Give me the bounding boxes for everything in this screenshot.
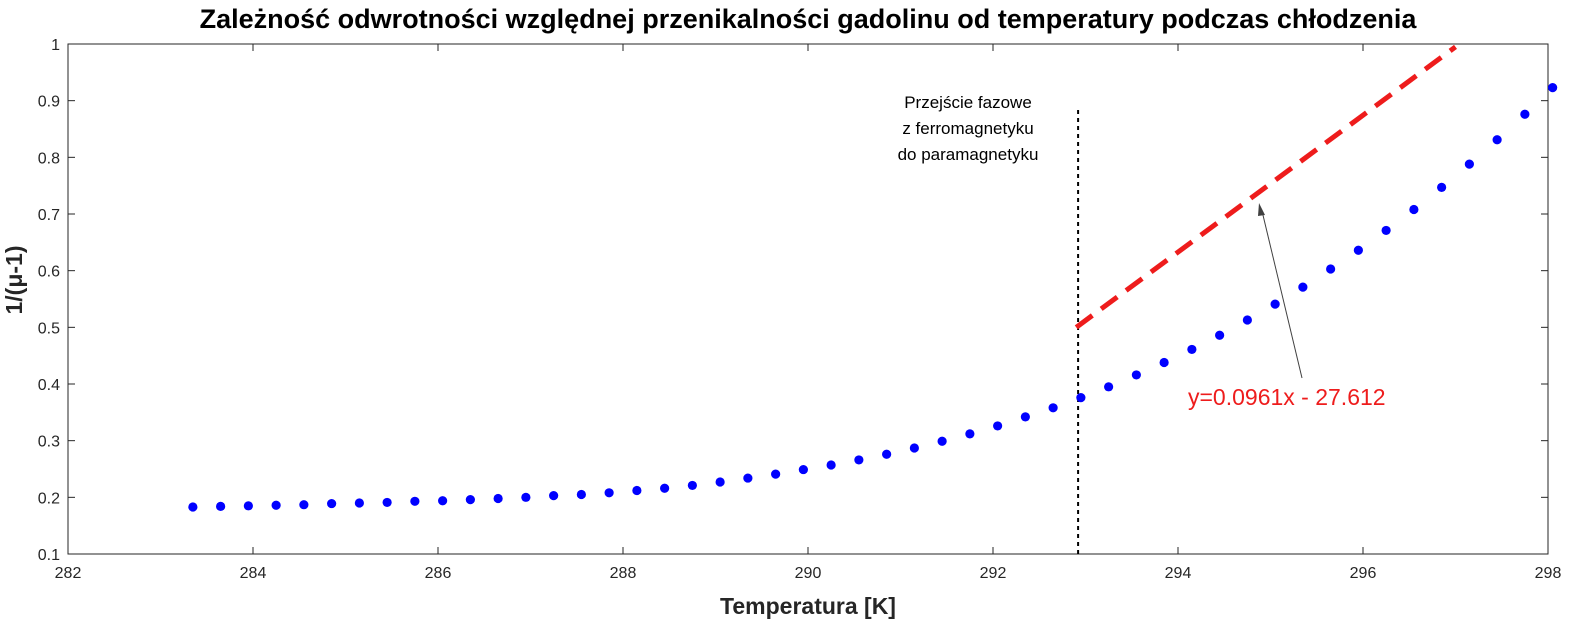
data-point	[465, 495, 475, 505]
x-tick-label: 296	[1350, 565, 1377, 582]
x-tick-label: 292	[980, 565, 1007, 582]
x-tick-label: 294	[1165, 565, 1192, 582]
data-point	[1520, 109, 1530, 119]
y-tick-label: 0.7	[38, 207, 60, 224]
data-point	[687, 480, 697, 491]
y-tick-label: 0.5	[38, 320, 60, 337]
fit-line	[1074, 44, 1457, 330]
annotation-line-2: z ferromagnetyku	[902, 119, 1033, 138]
fit-arrow	[1261, 210, 1303, 379]
plot-area	[67, 43, 1549, 555]
data-point	[1381, 225, 1391, 236]
data-point	[604, 488, 614, 498]
y-tick-label: 0.9	[38, 94, 60, 111]
y-tick-label: 0.6	[38, 264, 60, 281]
x-tick-label: 286	[425, 565, 452, 582]
x-axis-label: Temperatura [K]	[720, 593, 896, 619]
data-point	[1104, 382, 1114, 392]
data-point	[632, 485, 642, 496]
data-point	[1353, 245, 1363, 255]
data-point	[965, 429, 975, 439]
data-point	[243, 501, 253, 511]
y-tick-label: 0.2	[38, 490, 60, 507]
data-point	[854, 455, 864, 465]
y-axis: 0.1 0.2 0.3 0.4 0.5 0.6 0.7 0.8 0.9 1	[38, 37, 1548, 564]
data-point	[1464, 159, 1474, 169]
fit-arrow-head	[1258, 203, 1265, 216]
data-point	[1020, 412, 1030, 422]
data-point	[1131, 370, 1141, 380]
y-tick-label: 0.4	[38, 377, 60, 394]
data-point	[271, 500, 281, 510]
annotation-line-1: Przejście fazowe	[904, 93, 1032, 112]
x-tick-label: 290	[795, 565, 822, 582]
data-point	[1215, 330, 1225, 340]
data-point	[993, 421, 1003, 431]
data-point	[1187, 344, 1197, 355]
data-series	[188, 83, 1558, 512]
annotation-line-3: do paramagnetyku	[898, 145, 1039, 164]
y-axis-label: 1/(μ-1)	[1, 245, 27, 314]
y-tick-label: 1	[51, 37, 60, 54]
data-point	[1270, 299, 1280, 309]
data-point	[1048, 403, 1058, 413]
x-tick-label: 284	[240, 565, 267, 582]
data-point	[1492, 135, 1502, 145]
x-tick-label: 282	[55, 565, 82, 582]
data-point	[327, 498, 337, 509]
data-point	[1548, 83, 1558, 93]
data-point	[521, 492, 531, 502]
data-point	[826, 460, 836, 470]
data-point	[660, 483, 670, 493]
data-point	[438, 496, 448, 506]
data-point	[1326, 264, 1336, 274]
data-point	[771, 469, 781, 479]
y-tick-label: 0.1	[38, 547, 60, 564]
y-tick-label: 0.8	[38, 150, 60, 167]
data-point	[354, 498, 364, 508]
data-point	[1298, 282, 1308, 292]
data-point	[1437, 182, 1447, 192]
data-point	[937, 436, 947, 446]
data-point	[882, 449, 892, 459]
y-tick-label: 0.3	[38, 434, 60, 451]
data-point	[493, 493, 503, 504]
data-point	[576, 489, 586, 500]
data-point	[382, 497, 392, 508]
data-point	[743, 473, 753, 483]
data-point	[188, 502, 198, 512]
data-point	[549, 491, 559, 501]
data-point	[909, 443, 919, 453]
data-point	[1242, 315, 1252, 325]
x-axis: 282 284 286 288 290 292 294 296 298	[55, 44, 1562, 582]
data-point	[216, 501, 226, 511]
data-point	[1076, 393, 1086, 403]
fit-equation-label: y=0.0961x - 27.612	[1188, 384, 1386, 410]
data-point	[715, 477, 725, 487]
data-point	[1159, 357, 1169, 368]
x-tick-label: 298	[1535, 565, 1562, 582]
x-tick-label: 288	[610, 565, 637, 582]
data-point	[410, 496, 420, 506]
data-point	[1409, 204, 1419, 215]
chart-title: Zależność odwrotności względnej przenika…	[200, 4, 1418, 34]
data-point	[299, 500, 309, 510]
data-point	[798, 464, 808, 475]
